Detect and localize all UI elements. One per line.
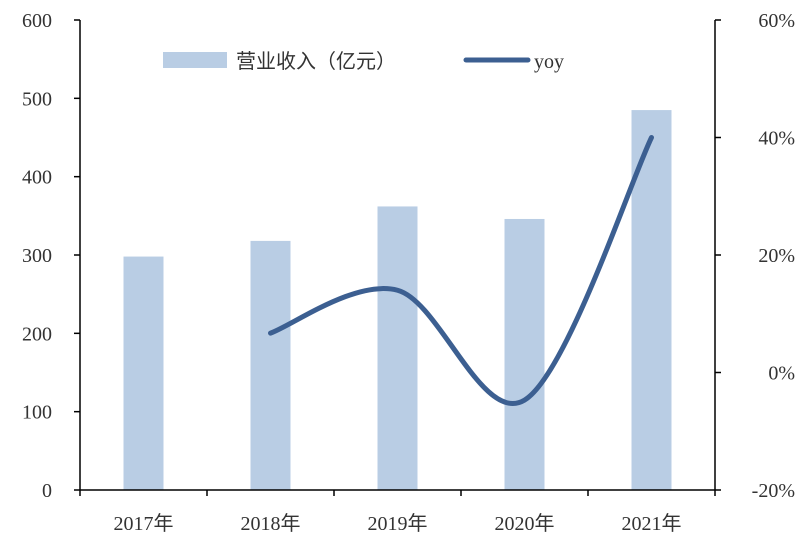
- left-tick-label: 400: [22, 167, 52, 189]
- left-tick-label: 100: [22, 402, 52, 424]
- x-tick-label: 2019年: [368, 512, 428, 535]
- left-tick-label: 0: [42, 480, 52, 502]
- right-tick-label: 0%: [768, 363, 795, 385]
- right-tick-label: 20%: [758, 245, 795, 267]
- left-tick-label: 200: [22, 323, 52, 345]
- bar-2019年: [377, 206, 418, 490]
- legend-swatch-revenue: [163, 52, 227, 68]
- x-tick-label: 2021年: [622, 512, 682, 535]
- right-tick-label: -20%: [752, 480, 795, 502]
- bar-2020年: [504, 218, 545, 490]
- legend-label-yoy: yoy: [534, 51, 564, 73]
- legend-label-revenue: 营业收入（亿元）: [236, 49, 396, 73]
- left-tick-label: 500: [22, 88, 52, 110]
- x-tick-label: 2017年: [114, 512, 174, 535]
- left-tick-label: 300: [22, 245, 52, 267]
- x-tick-label: 2018年: [241, 512, 301, 535]
- left-tick-label: 600: [22, 10, 52, 32]
- right-tick-label: 40%: [758, 128, 795, 150]
- x-tick-label: 2020年: [495, 512, 555, 535]
- right-tick-label: 60%: [758, 10, 795, 32]
- yoy-line: [268, 135, 654, 406]
- bar-2017年: [123, 256, 164, 490]
- bar-2018年: [250, 240, 291, 490]
